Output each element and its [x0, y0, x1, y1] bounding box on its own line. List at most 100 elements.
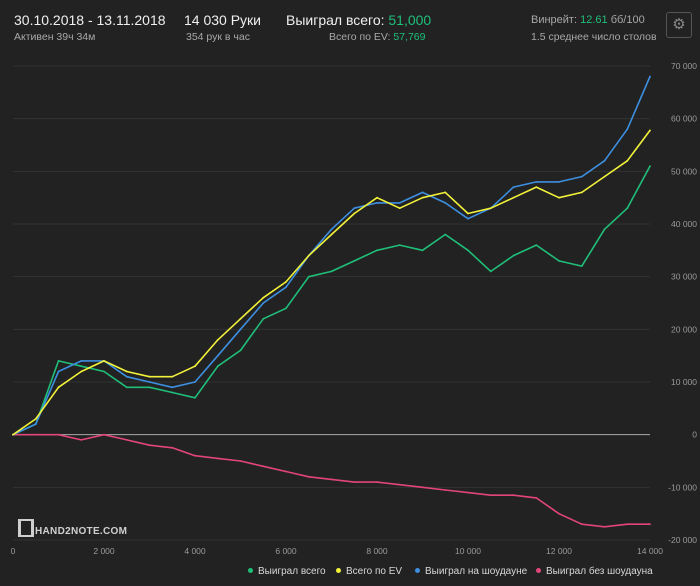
series-showdown-point — [421, 191, 424, 194]
series-showdown-point — [330, 228, 333, 231]
series-showdown-point — [649, 75, 651, 78]
winrate-stat: Винрейт: 12.61 бб/100 — [531, 14, 645, 26]
series-ev-point — [80, 370, 83, 373]
series-ev-point — [103, 360, 105, 362]
series-won-total-point — [444, 233, 447, 236]
series-ev-line — [12, 129, 651, 436]
series-non-showdown-point — [148, 444, 151, 447]
gear-icon[interactable]: ⚙ — [666, 12, 692, 38]
legend-ev[interactable]: Всего по EV — [336, 566, 402, 577]
y-tick-label: 70 000 — [671, 61, 697, 71]
series-ev-point — [535, 186, 538, 189]
won-total-stat: Выиграл всего: 51,000 — [286, 12, 431, 28]
series-showdown-point — [148, 381, 151, 383]
x-tick-label: 14 000 — [637, 546, 663, 556]
legend-marker — [536, 568, 541, 573]
legend-label: Выиграл всего — [258, 566, 326, 577]
series-non-showdown-point — [125, 439, 128, 441]
legend-label: Всего по EV — [346, 566, 403, 577]
series-won-total-point — [194, 396, 196, 399]
series-ev-point — [489, 207, 492, 210]
legend-label: Выиграл без шоудауна — [546, 566, 653, 577]
hands-per-hour: 354 рук в час — [186, 31, 250, 43]
series-ev-point — [512, 196, 515, 199]
series-non-showdown-point — [194, 454, 196, 457]
y-tick-label: 60 000 — [671, 114, 697, 124]
series-showdown-point — [558, 181, 560, 183]
series-won-total-point — [398, 244, 401, 247]
winrate-unit: бб/100 — [610, 14, 645, 26]
active-time: Активен 39ч 34м — [14, 31, 96, 43]
x-tick-label: 12 000 — [546, 546, 572, 556]
series-ev-point — [307, 254, 310, 257]
series-showdown-point — [467, 217, 469, 220]
series-ev-point — [34, 418, 37, 420]
y-tick-label: 0 — [692, 430, 697, 440]
series-won-total-point — [603, 228, 606, 231]
stats-header: 30.10.2018 - 13.11.2018 Активен 39ч 34м … — [0, 0, 700, 60]
series-won-total-point — [285, 307, 287, 310]
series-ev-point — [285, 281, 287, 283]
series-ev-point — [398, 207, 401, 210]
series-non-showdown-point — [353, 481, 356, 483]
legend-non-showdown[interactable]: Выиграл без шоудауна — [536, 566, 653, 577]
series-showdown-point — [216, 354, 219, 357]
series-won-total-point — [580, 265, 583, 267]
series-ev-point — [171, 375, 174, 378]
series-ev-point — [239, 317, 242, 320]
series-showdown-point — [262, 302, 265, 304]
series-ev-point — [444, 191, 447, 194]
series-won-total-point — [649, 165, 651, 167]
y-axis-labels: -20 000 -10 000 0 10 000 20 000 30 000 40 000 5… — [668, 61, 697, 545]
legend-marker — [415, 568, 420, 573]
series-ev-point — [603, 175, 606, 178]
ev-total-value: 57,769 — [393, 31, 426, 43]
x-tick-label: 4 000 — [184, 546, 206, 556]
series-won-total-point — [125, 386, 128, 389]
legend-showdown[interactable]: Выиграл на шоудауне — [415, 566, 527, 577]
series-non-showdown-point — [171, 446, 174, 449]
series-showdown-point — [512, 186, 515, 189]
series-showdown-point — [57, 370, 60, 373]
x-tick-label: 0 — [11, 546, 16, 556]
series-non-showdown-point — [444, 489, 447, 491]
y-tick-label: 40 000 — [671, 219, 697, 229]
series-non-showdown-point — [34, 433, 37, 436]
x-tick-label: 6 000 — [275, 546, 297, 556]
series-won-total-point — [626, 207, 629, 210]
series-ev-point — [57, 386, 60, 389]
hands-count: 14 030 Руки — [184, 12, 261, 28]
x-axis-labels: 0 2 000 4 000 6 000 8 000 10 000 12 000 14 000 — [11, 546, 664, 556]
hand2note-logo: HAND2NOTE.COM — [18, 519, 127, 537]
y-tick-label: -20 000 — [668, 535, 697, 545]
series-ev-point — [626, 159, 629, 162]
series-showdown-point — [626, 128, 629, 131]
x-tick-label: 10 000 — [455, 546, 481, 556]
series-non-showdown-point — [330, 478, 333, 481]
series-won-total-point — [171, 391, 174, 394]
legend-won-total[interactable]: Выиграл всего — [248, 566, 326, 577]
series-won-total-point — [239, 349, 242, 352]
series-ev-point — [376, 196, 378, 199]
series-non-showdown-point — [512, 494, 515, 497]
series-ev-point — [467, 212, 469, 215]
series-ev-point — [353, 212, 356, 215]
series-non-showdown-line — [13, 433, 650, 528]
series-showdown-point — [444, 202, 447, 204]
series-showdown-point — [580, 175, 583, 178]
avg-tables: 1.5 среднее число столов — [531, 31, 657, 43]
series-ev-point — [330, 233, 333, 236]
series-ev-point — [421, 196, 424, 199]
series-showdown-point — [125, 375, 128, 378]
series-ev-point — [262, 296, 265, 299]
y-tick-label: 30 000 — [671, 272, 697, 282]
series-won-total-point — [558, 260, 560, 262]
legend-marker — [336, 568, 341, 573]
series-non-showdown-point — [580, 523, 583, 526]
series-non-showdown-point — [603, 525, 606, 528]
series-won-total-point — [80, 365, 83, 368]
won-total-value: 51,000 — [388, 12, 432, 28]
series-showdown-point — [398, 202, 401, 204]
series-won-total-point — [57, 360, 60, 362]
